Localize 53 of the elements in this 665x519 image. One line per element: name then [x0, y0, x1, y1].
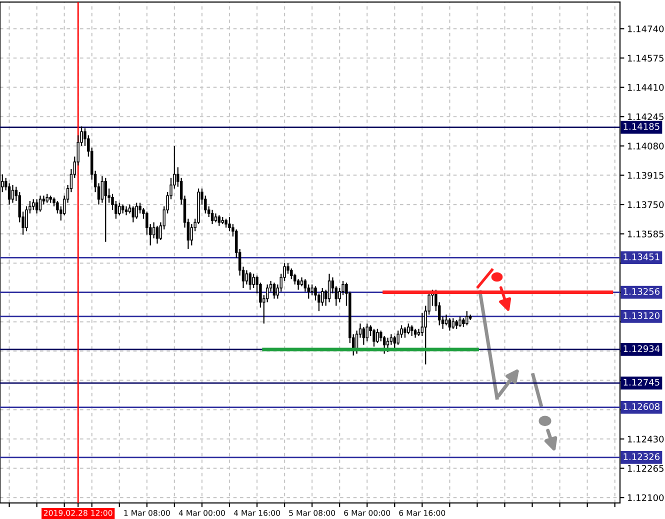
- ref-line-label: 1.13451: [624, 253, 660, 260]
- candlestick: [38, 195, 42, 212]
- y-tick-label: 1.14410: [628, 84, 664, 91]
- candlestick: [132, 206, 135, 223]
- candlestick: [210, 209, 214, 225]
- candlestick: [407, 322, 410, 335]
- candlestick: [372, 328, 376, 348]
- candlestick: [218, 214, 221, 226]
- candlestick: [448, 318, 452, 332]
- candlestick: [466, 310, 468, 326]
- candlestick: [310, 284, 314, 296]
- candlestick: [272, 282, 276, 300]
- candlestick: [393, 335, 396, 349]
- candlestick: [376, 328, 379, 344]
- y-tick-label: 1.12265: [628, 465, 664, 472]
- candlestick: [380, 330, 382, 342]
- y-tick-label: 1.14575: [628, 54, 664, 62]
- y-tick-label: 1.13915: [628, 172, 664, 179]
- ref-line-label: 1.12934: [624, 345, 660, 352]
- candlestick: [328, 273, 331, 303]
- candlestick: [458, 316, 462, 328]
- candlestick: [404, 326, 406, 338]
- ref-line-label: 1.13256: [624, 288, 660, 295]
- y-tick-label: 1.12430: [628, 436, 664, 443]
- y-tick-label: 1.12100: [628, 494, 664, 502]
- candlestick: [386, 337, 390, 353]
- y-tick-label: 1.13585: [628, 230, 664, 238]
- candlestick: [118, 202, 121, 216]
- candlestick: [252, 273, 255, 289]
- candlestick: [11, 184, 14, 204]
- y-tick-label: 1.14245: [628, 113, 664, 120]
- candlestick: [135, 202, 138, 220]
- candlestick: [362, 326, 366, 346]
- candlestick: [366, 322, 368, 342]
- candlestick: [248, 271, 252, 290]
- ref-line-label: 1.12326: [624, 453, 660, 460]
- y-tick-label: 1.14080: [628, 142, 664, 150]
- candlestick: [156, 225, 159, 244]
- candlestick: [307, 284, 310, 300]
- candlestick: [452, 318, 454, 330]
- candlestick: [35, 198, 38, 214]
- candlestick: [410, 324, 414, 337]
- ref-line-label: 1.14185: [624, 123, 660, 130]
- ref-line-label: 1.12608: [624, 403, 660, 410]
- candlestick: [124, 206, 128, 216]
- candlestick: [152, 222, 156, 239]
- ref-line-label: 1.12745: [624, 378, 660, 386]
- y-tick-label: 1.14740: [628, 25, 664, 32]
- candlestick: [444, 314, 448, 326]
- candlestick: [104, 177, 107, 242]
- ref-line-label: 1.13120: [624, 312, 660, 320]
- y-tick-label: 1.13750: [628, 201, 664, 208]
- candlestick: [245, 270, 248, 286]
